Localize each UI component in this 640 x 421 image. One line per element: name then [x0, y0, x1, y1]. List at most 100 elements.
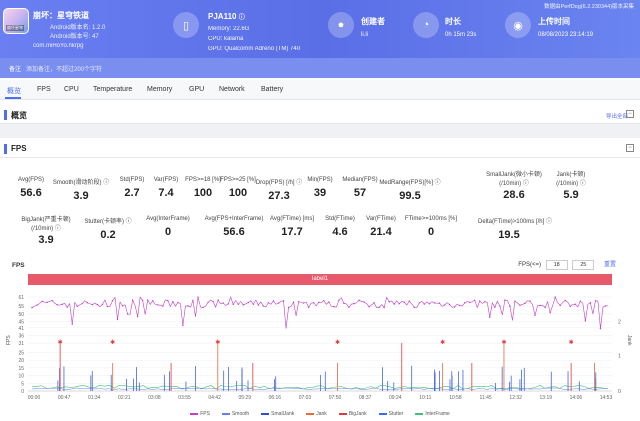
metric-label: FPS>=18 [%]	[185, 177, 221, 183]
fps-point	[594, 300, 597, 302]
info-icon[interactable]: ⓘ	[238, 15, 245, 21]
metric-metrics2-7: FTime>=100ms [%] 0	[400, 216, 462, 238]
fps-point	[217, 299, 219, 301]
tab-overview[interactable]: 概览	[7, 88, 21, 95]
metric-metrics2-3: Avg(FPS+InterFrame) 56.6	[203, 216, 265, 238]
tab-temperature[interactable]: Temperature	[93, 86, 133, 93]
metric-label: Avg(FTime) [ms]	[269, 216, 314, 222]
fps-point	[564, 299, 566, 302]
remark-input[interactable]: 添加备注，不超过200个字符	[26, 67, 103, 73]
duration-label: 时长	[445, 17, 461, 26]
android-version: Android版本名: 1.2.0	[50, 25, 106, 31]
fps-point	[514, 300, 516, 302]
tab-battery[interactable]: Battery	[261, 86, 284, 93]
app-title: 崩坏：星穹铁道	[33, 11, 89, 20]
metric-label: FTime>=100ms [%]	[404, 216, 458, 222]
section-accent	[4, 144, 7, 154]
metric-value: 7.4	[158, 187, 174, 199]
y-tick-label: 20	[18, 358, 24, 364]
tab-network[interactable]: Network	[219, 86, 245, 93]
legend-item[interactable]: Smooth	[221, 411, 249, 417]
fps-point	[438, 302, 441, 304]
fps-point	[36, 304, 38, 306]
fps-point	[297, 301, 300, 303]
fps-point	[458, 304, 461, 307]
fps-point	[51, 299, 53, 302]
export-all-link[interactable]: 导出全部	[605, 114, 628, 120]
metric-value: 56.6	[20, 187, 42, 199]
x-tick-label: 00:47	[58, 395, 71, 401]
metric-label: Min(FPS)	[307, 177, 333, 183]
fps-point	[307, 306, 310, 308]
fps-threshold-high-input[interactable]: 25	[572, 260, 595, 270]
legend-item[interactable]: Stutter	[378, 411, 403, 417]
fps-point	[338, 299, 340, 302]
y-axis-label: FPS	[6, 335, 12, 345]
interframe-line	[31, 385, 609, 390]
fps-section-title: FPS	[11, 144, 27, 153]
fps-point	[116, 318, 119, 321]
chart-legend: FPS Smooth SmallJank Jank BigJank Stutter Inte…	[0, 411, 640, 417]
x-tick-label: 01:34	[88, 395, 101, 401]
legend-item[interactable]: SmallJank	[261, 411, 294, 417]
metric-label: BigJank(严重卡顿)	[21, 217, 71, 223]
tab-gpu[interactable]: GPU	[189, 86, 205, 93]
reset-link[interactable]: 重置	[603, 262, 616, 268]
user-icon: ●	[328, 12, 354, 38]
tab-memory[interactable]: Memory	[147, 86, 173, 93]
fps-point	[323, 299, 325, 302]
fps-section-header: FPS −	[0, 140, 640, 158]
legend-label: SmallJank	[271, 411, 295, 417]
legend-item[interactable]: Jank	[306, 411, 327, 417]
fps-point	[569, 305, 571, 308]
tab-fps[interactable]: FPS	[37, 86, 51, 93]
fps-point	[463, 302, 466, 304]
fps-point	[599, 327, 602, 330]
legend-item[interactable]: InterFrame	[415, 411, 450, 417]
x-tick-label: 07:50	[329, 395, 342, 401]
y-right-tick-label: 1	[618, 354, 621, 360]
fps-point	[554, 296, 556, 298]
x-tick-label: 12:32	[509, 395, 522, 401]
fps-point	[157, 304, 159, 306]
fps-point	[388, 301, 390, 303]
fps-point	[197, 296, 199, 298]
fps-point	[363, 301, 365, 303]
bigjank-marker: ✱	[569, 339, 574, 346]
fps-point	[534, 314, 536, 317]
fps-point	[287, 306, 290, 309]
fps-point	[172, 300, 174, 303]
chart-label-bar[interactable]: label1	[28, 274, 612, 285]
metric-label: Avg(FPS+InterFrame)	[204, 216, 264, 222]
tab-cpu[interactable]: CPU	[64, 86, 79, 93]
fps-point	[131, 299, 134, 301]
chart-title: FPS	[12, 262, 25, 269]
legend-item[interactable]: BigJank	[338, 411, 367, 417]
fps-point	[423, 303, 426, 305]
collapse-icon[interactable]: −	[626, 144, 634, 152]
fps-point	[31, 306, 33, 309]
fps-point	[46, 301, 48, 304]
metric-metrics1-0: Avg(FPS) 56.6	[0, 177, 62, 199]
metric-value: 3.9	[38, 234, 54, 246]
fps-point	[398, 303, 400, 305]
fps-point	[328, 301, 330, 303]
y-tick-label: 25	[18, 350, 24, 356]
device-memory: Memory: 22.6G	[208, 26, 250, 32]
fps-point	[549, 312, 551, 314]
active-tab-indicator	[5, 97, 21, 99]
collapse-icon[interactable]: −	[626, 110, 634, 118]
fps-series-line	[31, 296, 609, 329]
fps-threshold-low-input[interactable]: 18	[545, 260, 568, 270]
fps-point	[81, 302, 84, 305]
y-tick-label: 61	[18, 295, 24, 301]
fps-point	[559, 304, 561, 307]
fps-point	[428, 303, 431, 305]
legend-swatch	[415, 412, 424, 415]
fps-point	[272, 300, 275, 302]
legend-item[interactable]: FPS	[190, 411, 210, 417]
legend-swatch	[261, 412, 270, 415]
y-tick-label: 5	[21, 381, 24, 387]
fps-point	[41, 300, 43, 303]
